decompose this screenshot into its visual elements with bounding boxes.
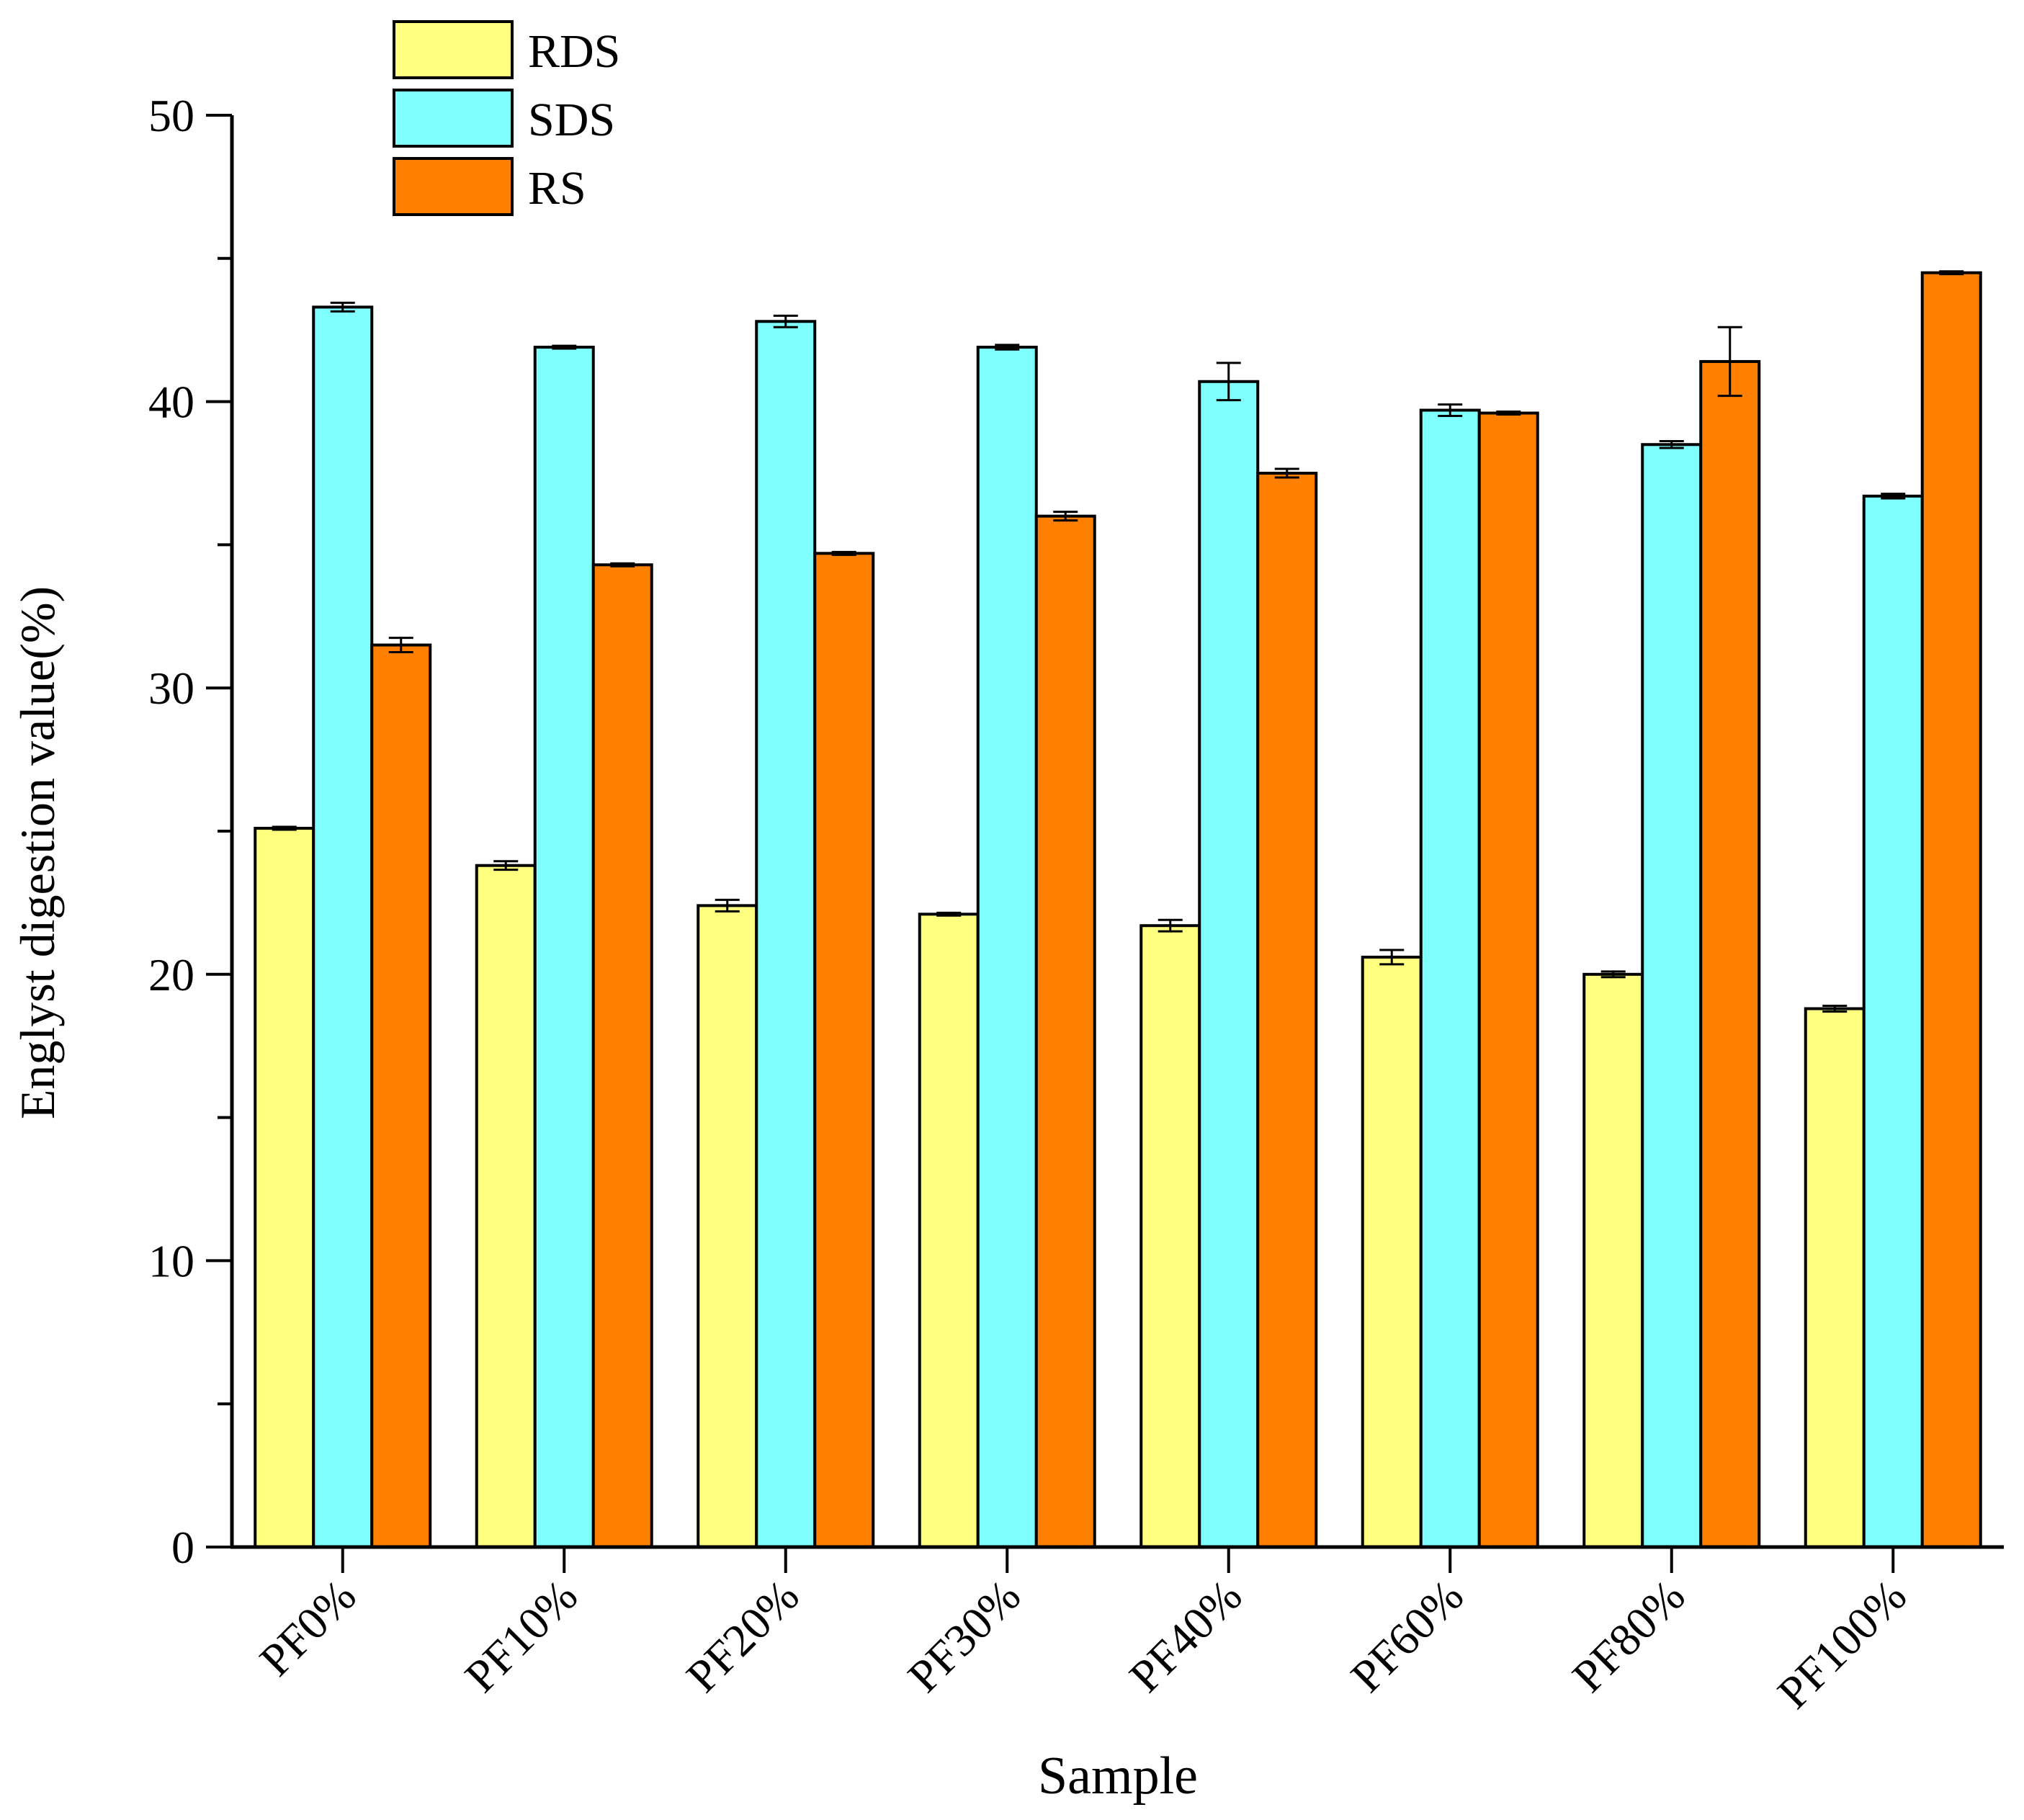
x-axis-ticks: PF0% PF10% PF20% PF30% PF40% PF60% PF80% PF100% <box>250 1547 1916 1718</box>
bar-rs <box>591 563 653 1548</box>
bar-sds <box>1198 380 1260 1549</box>
x-tick-label: PF40% <box>1119 1570 1251 1702</box>
bar-rs <box>1034 514 1096 1548</box>
y-tick-label: 30 <box>148 663 194 714</box>
y-axis-ticks: 0 10 20 30 40 50 <box>148 90 232 1573</box>
bar-rs <box>1699 359 1761 1548</box>
x-tick-label: PF20% <box>676 1570 808 1702</box>
bar-rds <box>1361 955 1423 1548</box>
x-tick-label: PF0% <box>250 1570 366 1686</box>
y-tick-label: 0 <box>171 1522 194 1573</box>
bar-sds <box>1641 443 1703 1548</box>
bar-sds <box>976 346 1038 1548</box>
legend-label-sds: SDS <box>528 94 615 146</box>
x-tick-label: PF60% <box>1341 1570 1473 1702</box>
bar-rds <box>1582 972 1644 1549</box>
bar-rs <box>1256 472 1318 1548</box>
x-tick-label: PF80% <box>1562 1570 1694 1702</box>
y-tick-label: 50 <box>148 90 194 141</box>
bar-rs <box>813 552 875 1548</box>
bar-rds <box>475 864 537 1549</box>
bar-sds <box>755 320 817 1549</box>
legend-swatch-sds <box>393 89 514 148</box>
bars <box>254 270 1982 1549</box>
bar-rds <box>254 827 315 1549</box>
bar-rds <box>1139 924 1201 1548</box>
y-axis-label: Englyst digestion value(%) <box>10 586 65 1119</box>
legend-label-rds: RDS <box>528 25 620 78</box>
x-axis-label: Sample <box>1038 1747 1198 1806</box>
x-tick-label: PF30% <box>898 1570 1030 1702</box>
bar-rds <box>697 904 758 1548</box>
bar-rs <box>370 643 432 1548</box>
legend-swatch-rds <box>393 20 514 79</box>
bar-sds <box>533 346 595 1548</box>
bar-rs <box>1477 411 1539 1548</box>
bar-sds <box>1419 408 1481 1549</box>
bar-sds <box>1862 494 1924 1548</box>
y-tick-label: 20 <box>148 949 194 1000</box>
bar-sds <box>312 305 374 1549</box>
legend: RDS SDS RS <box>393 20 620 216</box>
y-tick-label: 40 <box>148 377 194 428</box>
axes <box>230 115 2004 1549</box>
y-tick-label: 10 <box>148 1235 194 1286</box>
bar-rds <box>1804 1007 1866 1548</box>
x-tick-label: PF100% <box>1768 1570 1916 1718</box>
x-tick-label: PF10% <box>455 1570 587 1702</box>
bar-rds <box>918 913 980 1548</box>
legend-swatch-rs <box>393 157 514 216</box>
bar-rs <box>1920 271 1982 1548</box>
legend-label-rs: RS <box>528 162 586 215</box>
